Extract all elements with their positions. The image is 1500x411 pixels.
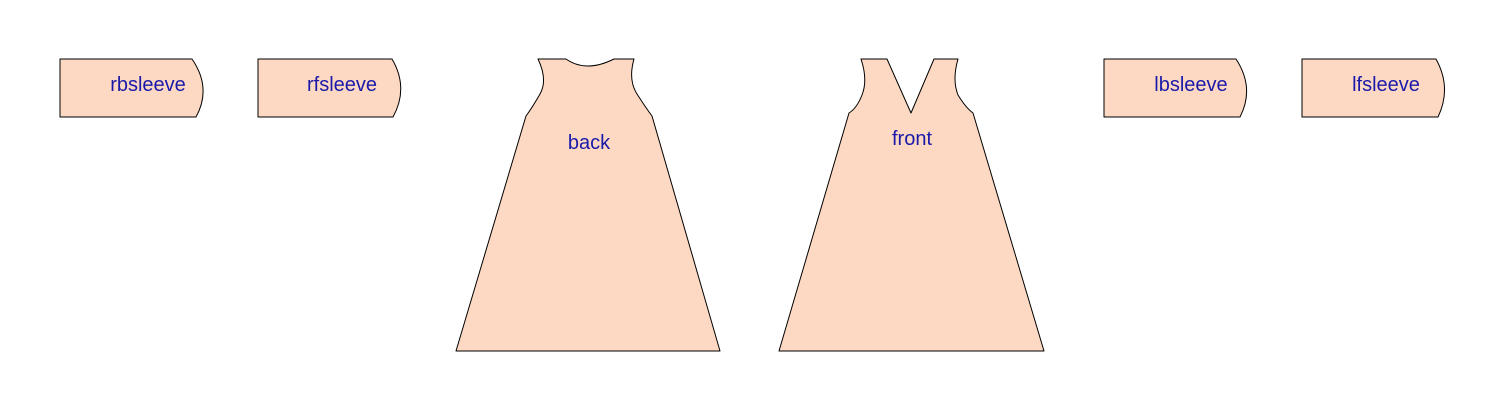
piece-back: back — [455, 58, 721, 352]
rbsleeve-label: rbsleeve — [110, 74, 186, 96]
back-shape — [455, 58, 721, 352]
piece-rbsleeve: rbsleeve — [59, 58, 204, 118]
lbsleeve-shape — [1103, 58, 1248, 118]
lfsleeve-label: lfsleeve — [1352, 74, 1420, 96]
piece-front: front — [778, 58, 1045, 352]
piece-rfsleeve: rfsleeve — [257, 58, 402, 118]
lfsleeve-shape — [1301, 58, 1445, 118]
piece-lbsleeve: lbsleeve — [1103, 58, 1248, 118]
rbsleeve-shape — [59, 58, 204, 118]
front-label: front — [892, 128, 932, 150]
piece-lfsleeve: lfsleeve — [1301, 58, 1445, 118]
front-shape — [778, 58, 1045, 352]
rfsleeve-shape — [257, 58, 402, 118]
back-label: back — [568, 132, 611, 154]
lbsleeve-label: lbsleeve — [1154, 74, 1227, 96]
rfsleeve-label: rfsleeve — [307, 74, 377, 96]
